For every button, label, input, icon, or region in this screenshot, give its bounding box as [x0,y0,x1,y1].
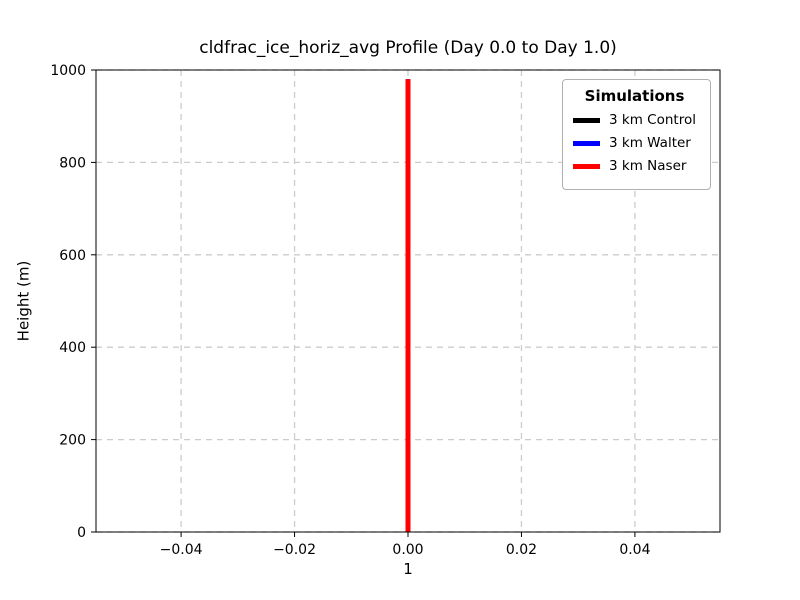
axes-frame [95,69,721,533]
y-tick-label: 400 [59,340,86,356]
legend-label: 3 km Control [609,112,696,128]
y-tick-label: 800 [59,155,86,171]
legend-label: 3 km Naser [609,158,687,174]
legend-entry: 3 km Walter [573,135,696,151]
y-tick-label: 600 [59,248,86,264]
legend-label: 3 km Walter [609,135,691,151]
legend-title: Simulations [584,87,685,105]
legend-swatch [573,163,601,169]
legend-swatch [573,117,601,123]
x-tick-label: 0.04 [619,542,650,558]
x-tick-label: 0.00 [392,542,423,558]
legend-swatch [573,140,601,146]
y-axis-label: Height (m) [14,260,33,342]
y-tick-label: 0 [77,525,86,541]
x-axis-label: 1 [403,560,413,578]
legend-rows: 3 km Control 3 km Walter 3 km Naser [573,112,696,174]
x-tick-label: −0.02 [273,542,316,558]
legend-entry: 3 km Control [573,112,696,128]
legend: Simulations 3 km Control 3 km Walter 3 km … [562,79,711,190]
chart-title: cldfrac_ice_horiz_avg Profile (Day 0.0 t… [199,38,617,58]
legend-entry: 3 km Naser [573,158,696,174]
y-tick-label: 200 [59,433,86,449]
x-tick-label: −0.04 [160,542,203,558]
y-axis-label-wrap: Height (m) [0,70,46,532]
x-tick-label: 0.02 [506,542,537,558]
y-tick-label: 1000 [50,63,86,79]
